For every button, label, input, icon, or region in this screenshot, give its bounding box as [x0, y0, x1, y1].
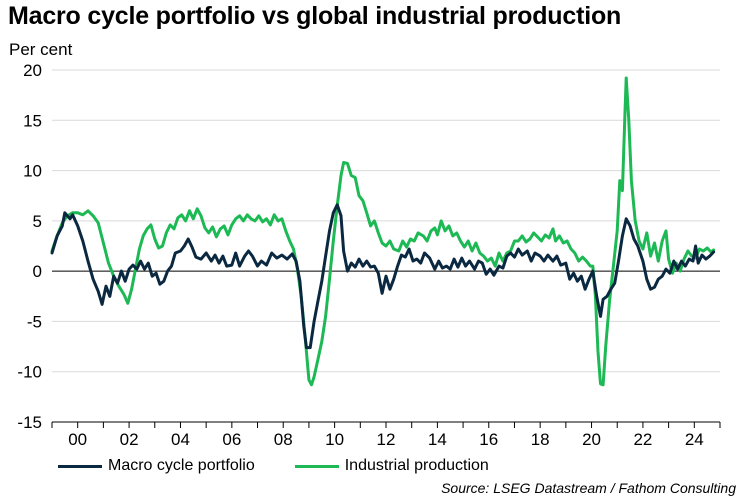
x-tick-label: 16: [479, 430, 498, 449]
y-tick-label: 20: [23, 61, 42, 80]
x-tick-label: 20: [582, 430, 601, 449]
legend-item-macro-cycle-portfolio: Macro cycle portfolio: [58, 457, 255, 475]
legend-label-macro-cycle-portfolio: Macro cycle portfolio: [108, 457, 255, 474]
legend-swatch-industrial-production: [294, 464, 339, 468]
y-tick-label: 5: [33, 212, 42, 231]
series-line-industrial-production: [50, 76, 716, 387]
x-tick-label: 02: [120, 430, 139, 449]
x-tick-label: 24: [685, 430, 704, 449]
series-line-macro-cycle-portfolio: [50, 203, 716, 350]
y-tick-label: -10: [17, 363, 42, 382]
y-tick-labels: 20 15 10 5 0 -5 -10 -15: [17, 61, 42, 432]
x-tick-label: 18: [531, 430, 550, 449]
y-axis-label: Per cent: [9, 40, 73, 59]
legend-swatch-macro-cycle-portfolio: [58, 464, 102, 468]
legend-label-industrial-production: Industrial production: [344, 457, 489, 474]
series-lines: [50, 76, 716, 387]
gridlines: [51, 69, 721, 428]
x-tick-label: 06: [222, 430, 241, 449]
chart-title: Macro cycle portfolio vs global industri…: [8, 2, 622, 30]
y-tick-label: -5: [27, 312, 42, 331]
x-tick-label: 08: [274, 430, 293, 449]
y-tick-label: -15: [17, 413, 42, 432]
x-tick-label: 00: [68, 430, 87, 449]
y-tick-label: 0: [33, 262, 42, 281]
x-tick-label: 04: [171, 430, 190, 449]
x-tick-labels: 00 02 04 06 08 10 12 14 16 18 20 22 24: [68, 430, 704, 449]
x-tick-label: 14: [428, 430, 447, 449]
x-tick-label: 12: [377, 430, 396, 449]
x-tick-label: 10: [325, 430, 344, 449]
legend: Macro cycle portfolio Industrial product…: [58, 457, 529, 475]
y-tick-label: 10: [23, 162, 42, 181]
x-tick-label: 22: [633, 430, 652, 449]
y-tick-label: 15: [23, 111, 42, 130]
legend-item-industrial-production: Industrial production: [294, 457, 489, 475]
source-note: Source: LSEG Datastream / Fathom Consult…: [441, 480, 736, 496]
